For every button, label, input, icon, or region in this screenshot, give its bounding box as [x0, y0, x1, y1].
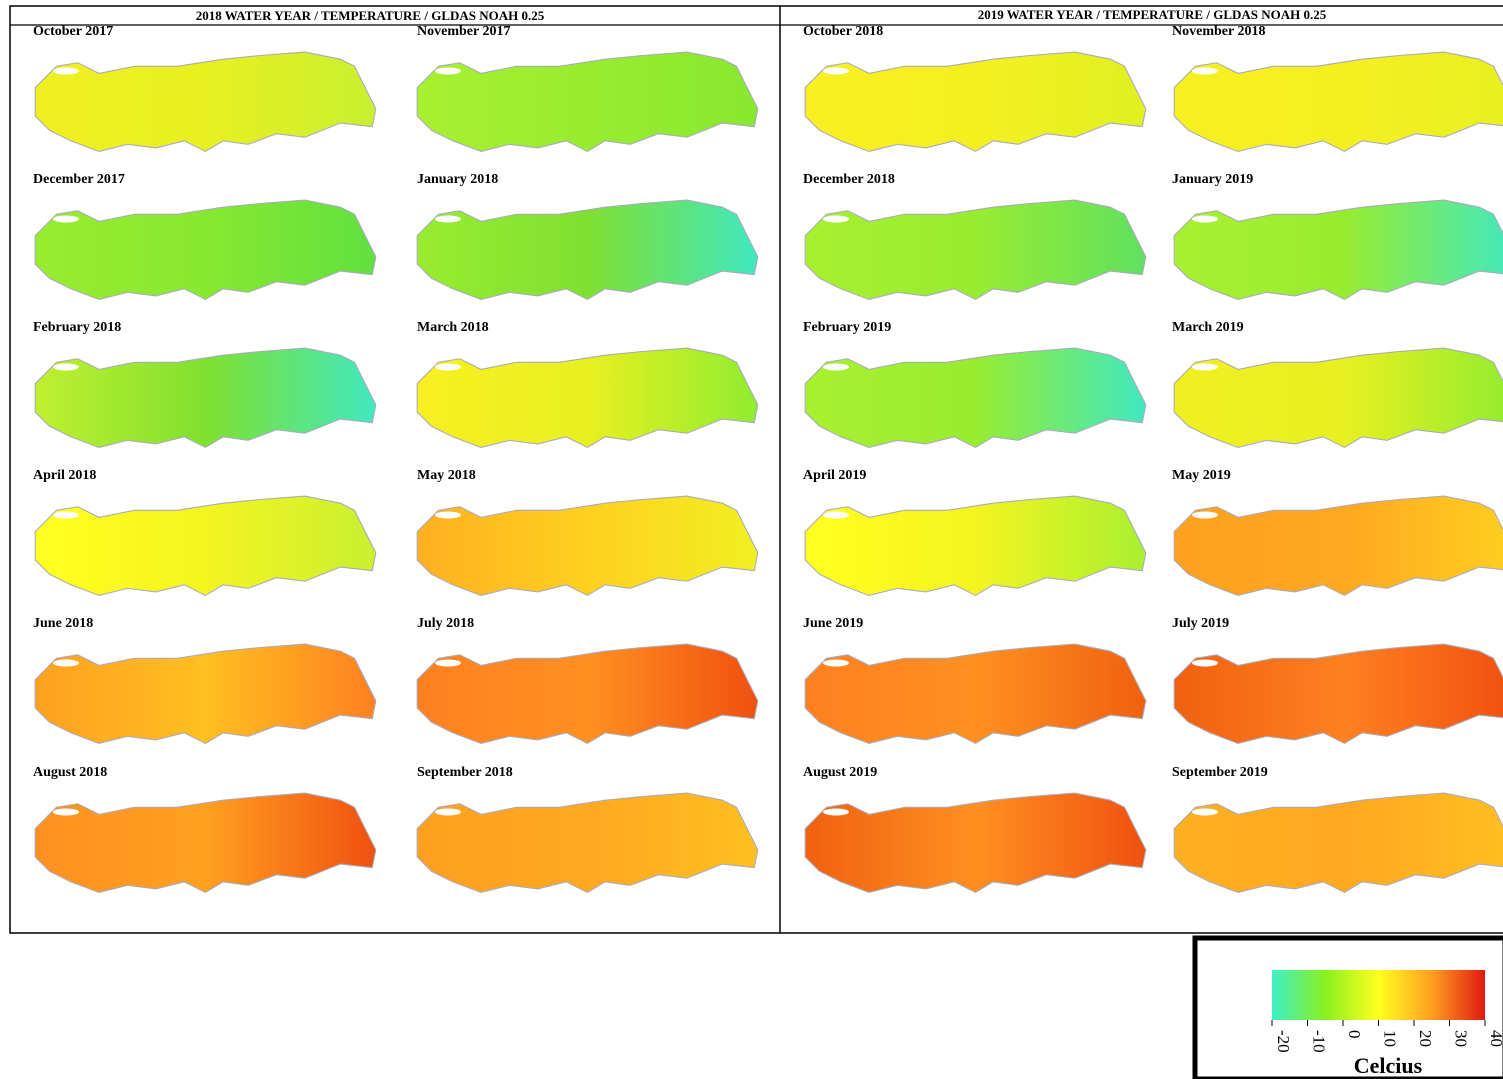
- map-label: September 2019: [1172, 765, 1268, 780]
- map-label: December 2017: [33, 172, 125, 187]
- map-label: August 2018: [33, 765, 107, 780]
- marmara-sea: [823, 809, 849, 816]
- turkey-map: [1174, 348, 1503, 447]
- turkey-map: [417, 793, 758, 892]
- marmara-sea: [1192, 809, 1218, 816]
- marmara-sea: [1192, 512, 1218, 519]
- turkey-map: [417, 644, 758, 743]
- turkey-map: [417, 200, 758, 299]
- map-label: December 2018: [803, 172, 895, 187]
- map-label: June 2018: [33, 616, 93, 631]
- map-label: August 2019: [803, 765, 877, 780]
- marmara-sea: [1192, 660, 1218, 667]
- marmara-sea: [53, 809, 79, 816]
- map-label: February 2019: [803, 320, 891, 335]
- turkey-map: [417, 496, 758, 595]
- turkey-map: [805, 644, 1146, 743]
- turkey-map: [35, 644, 376, 743]
- turkey-map: [805, 496, 1146, 595]
- marmara-sea: [435, 68, 461, 75]
- turkey-map: [35, 200, 376, 299]
- map-label: November 2017: [417, 24, 510, 39]
- panel-title: 2019 WATER YEAR / TEMPERATURE / GLDAS NO…: [978, 7, 1327, 22]
- marmara-sea: [53, 216, 79, 223]
- marmara-sea: [53, 68, 79, 75]
- map-label: January 2018: [417, 172, 498, 187]
- turkey-map: [35, 496, 376, 595]
- turkey-map: [35, 793, 376, 892]
- tick-label: 40: [1487, 1030, 1503, 1047]
- turkey-map: [805, 793, 1146, 892]
- marmara-sea: [53, 512, 79, 519]
- map-label: January 2019: [1172, 172, 1253, 187]
- marmara-sea: [823, 512, 849, 519]
- map-label: March 2019: [1172, 320, 1244, 335]
- map-label: September 2018: [417, 765, 513, 780]
- tick-label: 0: [1345, 1030, 1364, 1039]
- tick-label: 20: [1416, 1030, 1435, 1047]
- turkey-map: [1174, 52, 1503, 151]
- tick-label: -10: [1310, 1030, 1329, 1053]
- map-label: April 2018: [33, 468, 96, 483]
- turkey-map: [35, 348, 376, 447]
- marmara-sea: [823, 364, 849, 371]
- turkey-map: [417, 52, 758, 151]
- marmara-sea: [1192, 216, 1218, 223]
- marmara-sea: [435, 809, 461, 816]
- marmara-sea: [823, 660, 849, 667]
- panel-title: 2018 WATER YEAR / TEMPERATURE / GLDAS NO…: [196, 8, 545, 23]
- map-label: May 2018: [417, 468, 476, 483]
- marmara-sea: [823, 216, 849, 223]
- map-label: March 2018: [417, 320, 489, 335]
- marmara-sea: [1192, 68, 1218, 75]
- turkey-map: [805, 200, 1146, 299]
- marmara-sea: [53, 660, 79, 667]
- figure: 2018 WATER YEAR / TEMPERATURE / GLDAS NO…: [0, 0, 1503, 1079]
- tick-label: 30: [1452, 1030, 1471, 1047]
- marmara-sea: [435, 660, 461, 667]
- marmara-sea: [823, 68, 849, 75]
- colorbar: [1272, 970, 1485, 1020]
- turkey-map: [1174, 644, 1503, 743]
- turkey-map: [805, 348, 1146, 447]
- turkey-map: [1174, 793, 1503, 892]
- marmara-sea: [53, 364, 79, 371]
- map-label: July 2019: [1172, 616, 1229, 631]
- map-label: October 2017: [33, 24, 113, 39]
- tick-label: -20: [1274, 1030, 1293, 1053]
- legend-title: Celcius: [1354, 1053, 1423, 1078]
- map-label: October 2018: [803, 24, 883, 39]
- map-label: June 2019: [803, 616, 863, 631]
- map-label: May 2019: [1172, 468, 1231, 483]
- turkey-map: [805, 52, 1146, 151]
- marmara-sea: [435, 364, 461, 371]
- map-label: July 2018: [417, 616, 474, 631]
- map-label: April 2019: [803, 468, 866, 483]
- turkey-map: [417, 348, 758, 447]
- turkey-map: [1174, 200, 1503, 299]
- marmara-sea: [435, 512, 461, 519]
- map-label: November 2018: [1172, 24, 1265, 39]
- map-label: February 2018: [33, 320, 121, 335]
- marmara-sea: [435, 216, 461, 223]
- turkey-map: [35, 52, 376, 151]
- marmara-sea: [1192, 364, 1218, 371]
- turkey-map: [1174, 496, 1503, 595]
- tick-label: 10: [1381, 1030, 1400, 1047]
